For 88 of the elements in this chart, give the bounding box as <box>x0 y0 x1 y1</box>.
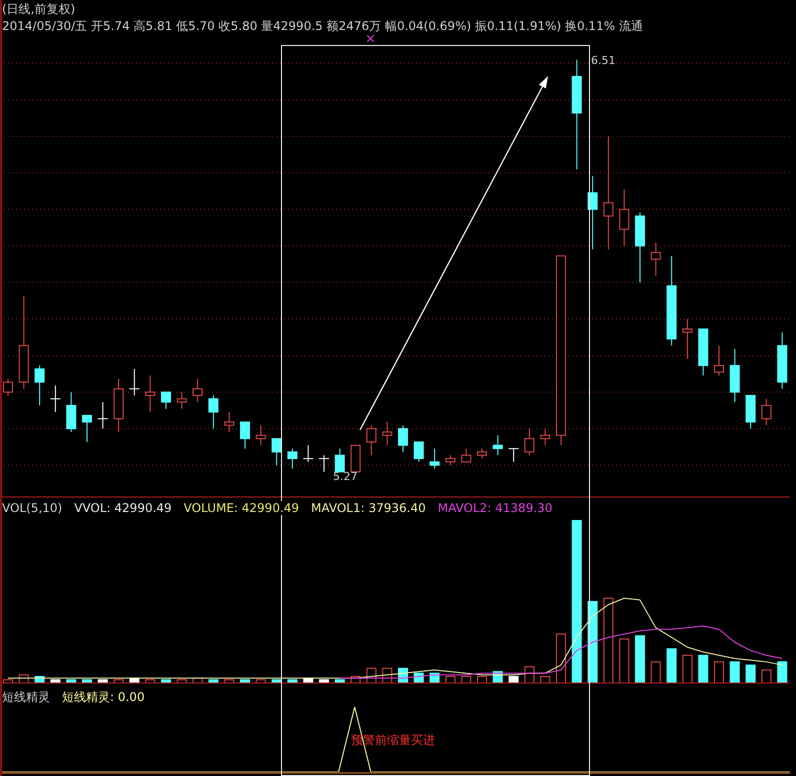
bar <box>730 661 740 683</box>
annotation: 5.27 <box>333 470 358 483</box>
candlestick <box>208 394 218 430</box>
bar <box>556 634 566 683</box>
text: MAVOL2: 41389.30 <box>438 501 552 515</box>
bar <box>682 654 692 683</box>
bar <box>540 676 550 683</box>
bar <box>619 638 630 683</box>
bar <box>714 661 724 683</box>
candlestick <box>256 424 266 446</box>
text: VOLUME: 42990.49 <box>184 501 300 515</box>
candlestick <box>445 454 456 466</box>
candlestick <box>66 392 76 432</box>
candlestick <box>334 448 345 472</box>
candlestick <box>128 368 140 396</box>
bar <box>240 679 250 683</box>
bar <box>761 669 772 683</box>
candlestick <box>34 365 45 406</box>
candlestick <box>414 441 424 462</box>
bar <box>98 679 108 683</box>
bar <box>272 679 282 683</box>
bar <box>777 661 788 683</box>
candlestick <box>714 345 724 376</box>
bar <box>445 676 456 683</box>
candlestick <box>682 318 692 360</box>
candlestick <box>272 438 282 466</box>
chart-title: 短线精灵 <box>2 689 50 706</box>
bar <box>161 679 171 683</box>
text: 短线精灵: 0.00 <box>62 689 145 706</box>
bar <box>508 676 519 683</box>
candlestick <box>650 242 661 276</box>
candlestick <box>430 448 440 470</box>
annotation: 6.51 <box>591 54 616 67</box>
candlestick <box>508 448 520 462</box>
bar <box>572 520 582 683</box>
candlestick <box>240 422 250 450</box>
bar <box>114 679 124 683</box>
bar <box>287 679 298 683</box>
bar <box>746 664 756 683</box>
bar <box>698 654 708 683</box>
candlestick <box>524 428 534 456</box>
candlestick <box>492 434 503 456</box>
bar <box>256 679 266 683</box>
candlestick <box>97 402 108 430</box>
bar <box>524 666 534 683</box>
candlestick <box>176 392 187 410</box>
bar <box>82 679 92 683</box>
candlestick <box>192 378 203 403</box>
annotation: 预警前缩量买进 <box>351 733 435 747</box>
candlestick <box>50 384 61 413</box>
bar <box>477 676 487 683</box>
candlestick <box>302 444 314 462</box>
bar <box>461 676 472 683</box>
text: VVOL: 42990.49 <box>74 501 172 515</box>
candlestick <box>224 412 234 432</box>
bar <box>334 679 345 683</box>
candlestick <box>82 414 92 442</box>
candlestick <box>366 424 376 456</box>
chart-title: (日线,前复权) <box>2 1 76 18</box>
candlestick <box>619 188 630 246</box>
candlestick <box>318 454 330 472</box>
candlestick <box>603 136 614 250</box>
candlestick <box>477 448 487 460</box>
bar <box>176 679 187 683</box>
candlestick <box>161 392 171 410</box>
candlestick <box>145 375 156 413</box>
bar <box>635 635 645 683</box>
candlestick <box>588 176 598 250</box>
candlestick <box>761 398 772 426</box>
bar <box>319 679 329 683</box>
candlestick <box>398 424 408 452</box>
bar <box>603 598 614 683</box>
candlestick <box>382 422 392 446</box>
bar <box>208 679 218 683</box>
bar <box>3 679 13 683</box>
chart-subtitle: 2014/05/30/五 开5.74 高5.81 低5.70 收5.80 量42990.5 额2476万 幅0.04(0.69%) 振0.11(1.91%) 换0.11% 流通 <box>2 19 643 33</box>
candlestick <box>3 378 13 396</box>
bar <box>650 661 661 683</box>
candlestick <box>287 448 298 470</box>
text: MAVOL1: 37936.40 <box>311 501 426 515</box>
bar <box>66 679 76 683</box>
bar <box>145 679 156 683</box>
candlestick <box>540 428 550 446</box>
chart-title: VOL(5,10) <box>2 501 62 515</box>
candlestick <box>461 448 472 462</box>
bar <box>50 679 60 683</box>
bar <box>666 648 677 683</box>
bar <box>224 679 234 683</box>
